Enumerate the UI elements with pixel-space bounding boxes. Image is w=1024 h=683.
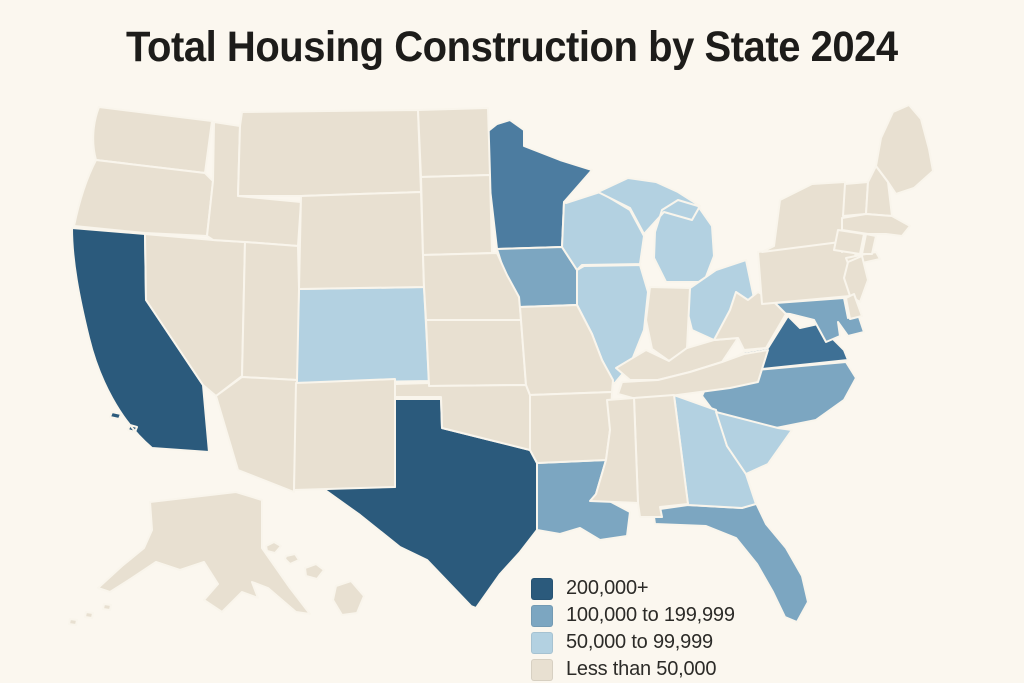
state-arizona xyxy=(215,376,298,493)
state-mississippi xyxy=(589,397,639,504)
state-rhode-island xyxy=(861,233,877,255)
state-wyoming xyxy=(298,191,425,290)
state-new-hampshire xyxy=(865,165,893,217)
state-michigan xyxy=(597,177,715,283)
legend-label: Less than 50,000 xyxy=(566,658,717,680)
legend-swatch-less-50k xyxy=(531,658,553,681)
chart-title-text: Total Housing Construction by State 2024 xyxy=(126,23,898,71)
state-new-mexico xyxy=(293,378,396,491)
state-north-dakota xyxy=(417,107,491,178)
legend-label: 50,000 to 99,999 xyxy=(566,631,713,653)
state-maryland xyxy=(761,297,865,343)
legend-item: Less than 50,000 xyxy=(531,656,735,683)
state-hawaii xyxy=(265,541,365,616)
legend-label: 100,000 to 199,999 xyxy=(566,604,735,626)
state-maine xyxy=(875,104,934,195)
state-delaware xyxy=(845,293,863,320)
legend-label: 200,000+ xyxy=(566,577,649,599)
state-south-dakota xyxy=(420,174,493,256)
state-vermont xyxy=(842,181,869,217)
state-montana xyxy=(237,109,422,197)
state-arkansas xyxy=(529,391,613,464)
legend-swatch-200k-plus xyxy=(531,577,553,600)
state-tennessee xyxy=(617,349,769,401)
state-south-carolina xyxy=(715,411,793,475)
legend-item: 100,000 to 199,999 xyxy=(531,602,735,629)
state-missouri xyxy=(519,304,614,396)
state-minnesota xyxy=(486,119,593,250)
state-utah xyxy=(241,241,300,381)
state-california xyxy=(71,227,210,453)
chart-title: Total Housing Construction by State 2024 xyxy=(0,23,1024,71)
state-kansas xyxy=(425,319,527,387)
legend-item: 50,000 to 99,999 xyxy=(531,629,735,656)
state-connecticut xyxy=(833,229,865,255)
state-oregon xyxy=(73,159,214,237)
legend-swatch-50k-99k xyxy=(531,631,553,654)
legend: 200,000+ 100,000 to 199,999 50,000 to 99… xyxy=(531,575,735,683)
state-illinois xyxy=(576,264,649,385)
state-alabama xyxy=(633,394,689,518)
legend-swatch-100k-199k xyxy=(531,604,553,627)
state-new-jersey xyxy=(843,255,869,303)
state-alaska xyxy=(68,491,311,626)
legend-item: 200,000+ xyxy=(531,575,735,602)
state-colorado xyxy=(295,286,430,384)
